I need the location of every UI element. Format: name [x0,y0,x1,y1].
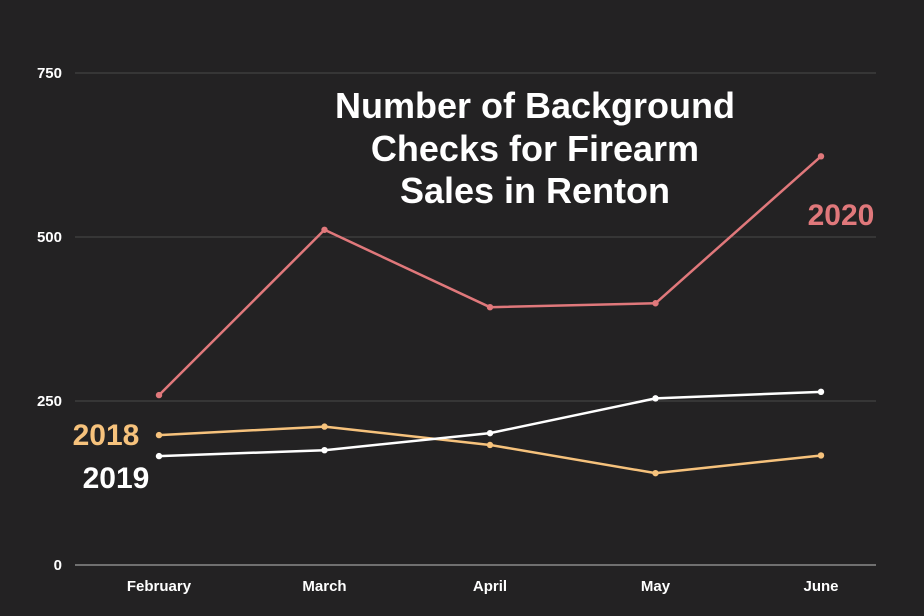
chart-title: Number of Background Checks for Firearm … [335,85,735,211]
series [155,153,825,477]
series-label-2019: 2019 [83,462,150,495]
data-point-2019 [321,447,328,454]
chart-title-line-2: Checks for Firearm [371,128,699,169]
data-point-2020 [817,153,825,160]
series-labels: 2020 2018 2019 [73,199,875,495]
series-label-2018: 2018 [73,419,140,452]
x-tick-label: May [641,578,671,595]
y-tick-label: 0 [54,557,62,574]
x-tick-label: June [803,578,838,595]
data-point-2019 [486,429,494,437]
x-axis-ticks: February March April May June [127,578,839,595]
data-point-2018 [817,452,825,459]
series-2020 [155,153,825,399]
data-point-2020 [155,391,163,399]
data-point-2019 [817,388,825,396]
data-point-2019 [652,395,659,402]
data-point-2020 [652,300,659,307]
data-point-2019 [155,452,163,460]
data-point-2018 [321,423,328,430]
x-tick-label: March [302,578,346,595]
series-2019 [155,388,825,460]
chart-title-line-1: Number of Background [335,85,735,126]
gridlines [75,72,876,566]
x-tick-label: February [127,578,192,595]
series-label-2020: 2020 [808,199,875,232]
data-point-2018 [155,431,163,439]
y-tick-label: 250 [37,393,62,410]
data-point-2018 [486,441,494,449]
x-tick-label: April [473,578,507,595]
series-2018 [155,423,825,477]
y-tick-label: 500 [37,229,62,246]
data-point-2020 [321,226,328,233]
y-axis-ticks: 0 250 500 750 [37,65,62,574]
data-point-2020 [486,303,494,311]
y-tick-label: 750 [37,65,62,82]
chart-title-line-3: Sales in Renton [400,170,670,211]
data-point-2018 [652,469,659,477]
